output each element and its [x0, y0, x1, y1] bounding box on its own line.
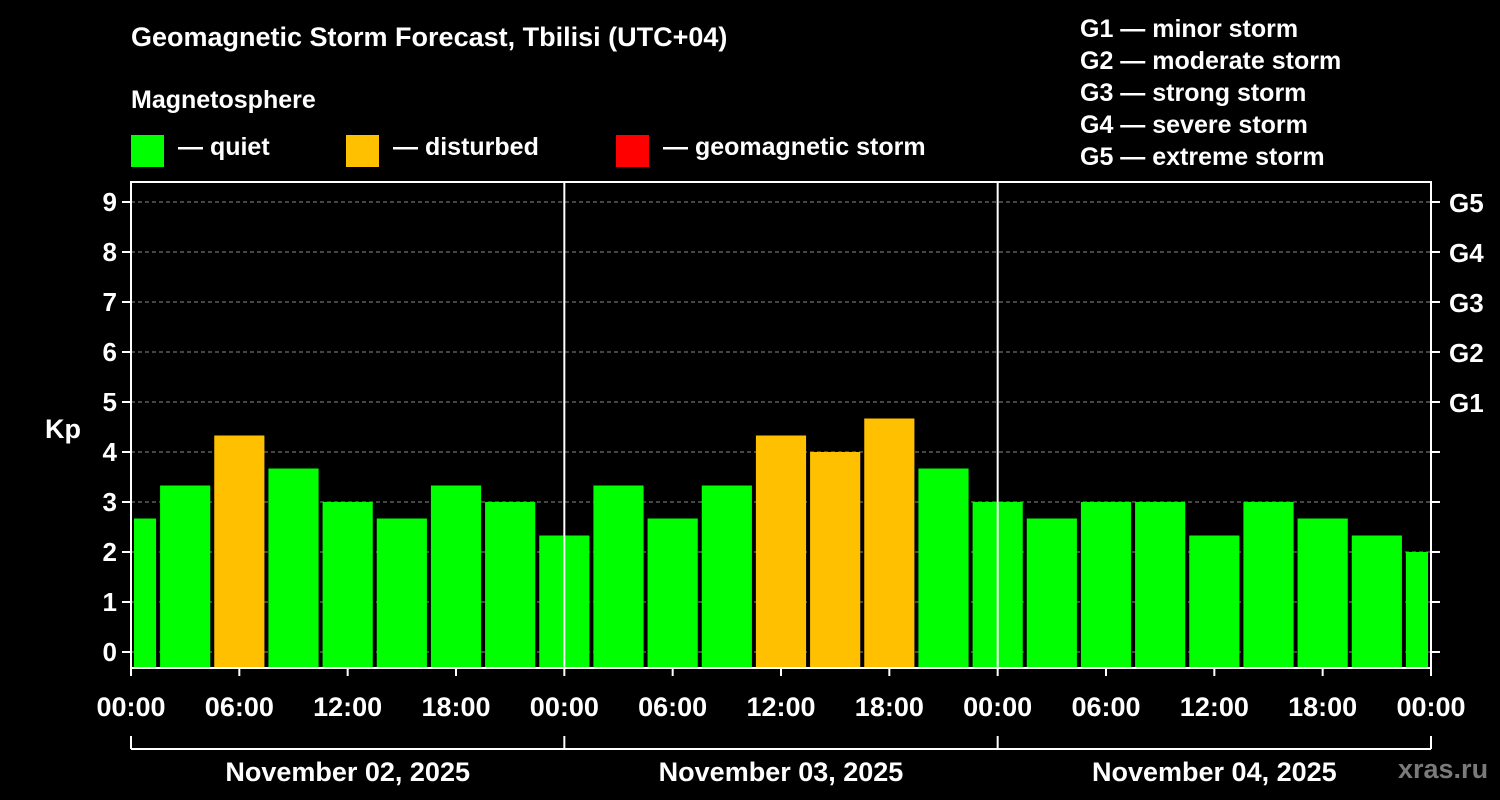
bar [160, 485, 211, 668]
x-tick-label: 06:00 [1071, 692, 1140, 722]
y-axis-label: Kp [45, 414, 81, 444]
legend-title: Magnetosphere [131, 86, 316, 114]
bar [485, 502, 536, 668]
x-tick-label: 06:00 [205, 692, 274, 722]
legend-swatch-disturbed [346, 135, 379, 167]
bar [1243, 502, 1294, 668]
storm-level-g3: G3 — strong storm [1080, 79, 1307, 107]
bar [1189, 535, 1240, 668]
y-tick-label: 8 [103, 237, 117, 267]
y-tick-label: 1 [103, 587, 117, 617]
storm-level-g5: G5 — extreme storm [1080, 143, 1325, 171]
y-tick-label: 7 [103, 287, 117, 317]
bar [755, 435, 807, 668]
x-tick-label: 18:00 [421, 692, 490, 722]
x-tick-label: 00:00 [1396, 692, 1465, 722]
x-tick-label: 18:00 [855, 692, 924, 722]
x-tick-label: 00:00 [963, 692, 1032, 722]
bar [376, 518, 427, 668]
x-tick-label: 18:00 [1288, 692, 1357, 722]
watermark: xras.ru [1398, 754, 1489, 784]
legend-label-disturbed: — disturbed [393, 133, 539, 161]
bar [647, 518, 698, 668]
storm-level-g2: G2 — moderate storm [1080, 47, 1342, 75]
y-tick-label: 4 [103, 437, 118, 467]
bar [322, 502, 373, 668]
x-tick-label: 00:00 [530, 692, 599, 722]
y-tick-label: 9 [103, 187, 117, 217]
x-tick-label: 12:00 [313, 692, 382, 722]
bar [1080, 502, 1132, 668]
x-tick-label: 06:00 [638, 692, 707, 722]
date-label: November 04, 2025 [1092, 757, 1337, 787]
x-tick-label: 12:00 [746, 692, 815, 722]
bar [864, 418, 915, 668]
bar [1297, 518, 1348, 668]
bar [918, 468, 969, 668]
bar [134, 518, 157, 668]
bar [593, 485, 644, 668]
storm-level-g4: G4 — severe storm [1080, 111, 1308, 139]
legend-swatch-quiet [131, 135, 164, 167]
chart-title: Geomagnetic Storm Forecast, Tbilisi (UTC… [131, 22, 728, 52]
bar [1026, 518, 1077, 668]
y-tick-label: 0 [103, 637, 117, 667]
bar [1405, 552, 1428, 668]
bar [214, 435, 265, 668]
date-label: November 03, 2025 [659, 757, 904, 787]
storm-level-label: G4 [1449, 238, 1484, 268]
bar [430, 485, 482, 668]
bar [810, 452, 861, 668]
bar [701, 485, 752, 668]
y-tick-label: 3 [103, 487, 117, 517]
storm-level-label: G5 [1449, 188, 1484, 218]
legend-label-quiet: — quiet [178, 133, 270, 161]
storm-level-g1: G1 — minor storm [1080, 15, 1299, 43]
y-tick-label: 5 [103, 387, 117, 417]
bar [1135, 502, 1186, 668]
y-tick-label: 6 [103, 337, 117, 367]
storm-level-label: G1 [1449, 388, 1484, 418]
legend-swatch-storm [616, 135, 649, 167]
storm-level-label: G3 [1449, 288, 1484, 318]
bar [268, 468, 319, 668]
bar [1351, 535, 1402, 668]
date-label: November 02, 2025 [225, 757, 470, 787]
legend-label-storm: — geomagnetic storm [663, 133, 926, 161]
x-tick-label: 12:00 [1180, 692, 1249, 722]
x-tick-label: 00:00 [96, 692, 165, 722]
storm-level-label: G2 [1449, 338, 1484, 368]
y-tick-label: 2 [103, 537, 117, 567]
